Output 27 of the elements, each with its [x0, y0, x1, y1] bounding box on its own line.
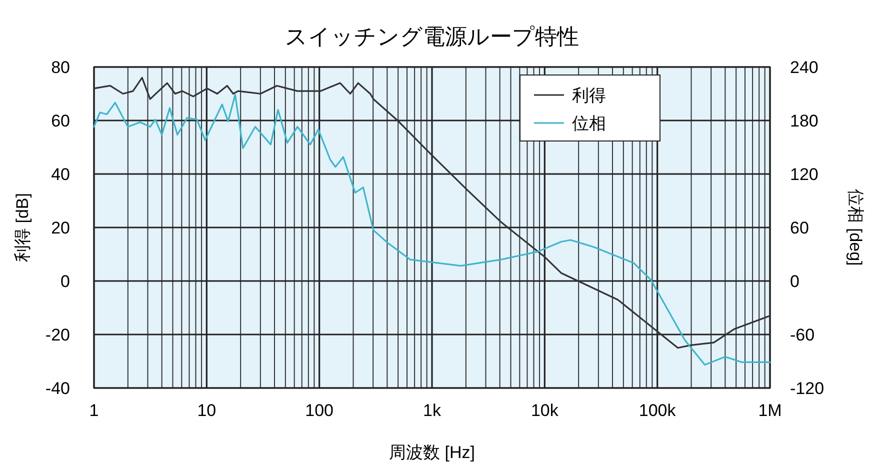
y2-tick-label: 60: [790, 218, 809, 238]
x-tick-label: 10k: [530, 401, 559, 420]
y-tick-label: 40: [51, 165, 70, 184]
y-tick-label: -40: [45, 379, 70, 398]
y-tick-label: -20: [45, 326, 70, 344]
x-tick-label: 1M: [758, 401, 782, 420]
x-tick-label: 1: [89, 401, 99, 420]
legend-label: 位相: [572, 114, 606, 133]
x-tick-label: 100: [305, 401, 334, 420]
y2-tick-label: -120: [790, 379, 824, 398]
y2-tick-label: 180: [790, 112, 818, 130]
y-tick-label: 20: [51, 218, 70, 238]
y2-tick-label: 0: [790, 272, 800, 291]
x-tick-label: 10: [197, 401, 216, 420]
y-tick-label: 0: [60, 272, 70, 291]
x-axis-title: 周波数 [Hz]: [389, 443, 475, 462]
x-tick-label: 1k: [423, 401, 442, 420]
y-tick-label: 80: [51, 58, 70, 77]
y2-tick-label: -60: [790, 326, 815, 344]
y-tick-label: 60: [51, 112, 70, 130]
y2-axis-title: 位相 [deg]: [846, 189, 865, 266]
y-axis-title: 利得 [dB]: [13, 193, 32, 262]
chart-title: スイッチング電源ループ特性: [285, 24, 579, 49]
y2-tick-label: 120: [790, 165, 818, 184]
legend-label: 利得: [572, 86, 606, 105]
x-tick-label: 100k: [638, 401, 676, 420]
y2-tick-label: 240: [790, 58, 818, 77]
